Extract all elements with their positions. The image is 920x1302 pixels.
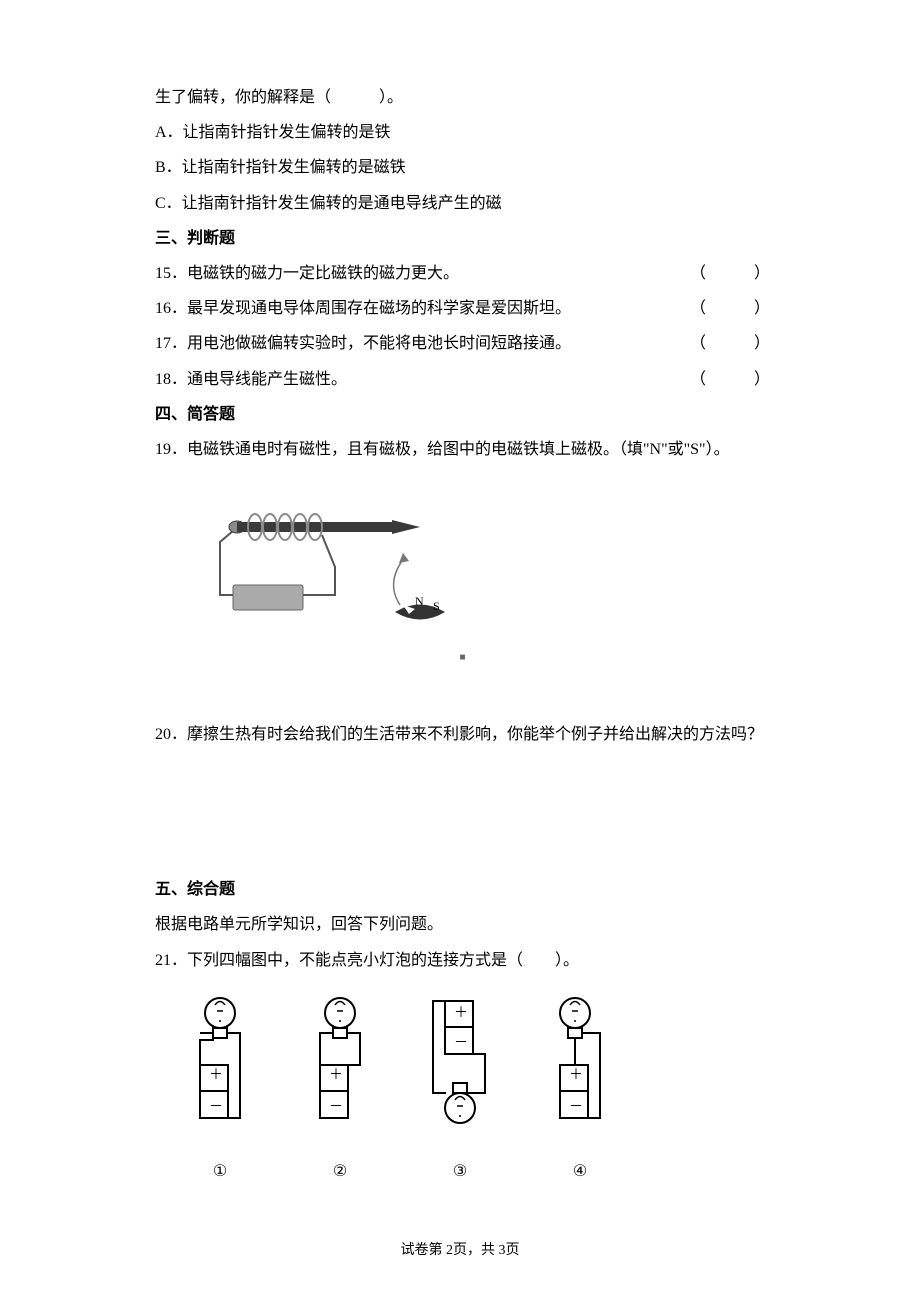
page-footer: 试卷第 2页，共 3页 bbox=[0, 1236, 920, 1267]
q14-option-a: A．让指南针指针发生偏转的是铁 bbox=[155, 115, 770, 150]
q21-label-2: ② bbox=[295, 1154, 385, 1189]
svg-text:＋: ＋ bbox=[329, 1068, 343, 1083]
q17-line: 17．用电池做磁偏转实验时，不能将电池长时间短路接通。 （ ） bbox=[155, 326, 770, 361]
q15-text: 15．电磁铁的磁力一定比磁铁的磁力更大。 bbox=[155, 256, 690, 291]
section-5-heading: 五、综合题 bbox=[155, 872, 770, 907]
q19-text: 19．电磁铁通电时有磁性，且有磁极，给图中的电磁铁填上磁极。（填"N"或"S"）… bbox=[155, 432, 770, 467]
q21-circuit-4: ＋ － bbox=[535, 993, 625, 1146]
q18-paren: （ ） bbox=[690, 362, 770, 397]
circuit-intro: 根据电路单元所学知识，回答下列问题。 bbox=[155, 907, 770, 942]
q21-label-1: ① bbox=[175, 1154, 265, 1189]
q21-circuit-row: ＋ － ＋ － ＋ － bbox=[175, 993, 770, 1146]
svg-text:－: － bbox=[329, 1100, 343, 1115]
q17-text: 17．用电池做磁偏转实验时，不能将电池长时间短路接通。 bbox=[155, 326, 690, 361]
q18-line: 18．通电导线能产生磁性。 （ ） bbox=[155, 362, 770, 397]
q16-paren: （ ） bbox=[690, 291, 770, 326]
q15-paren: （ ） bbox=[690, 256, 770, 291]
q19-diagram: N S bbox=[185, 487, 465, 637]
q21-label-3: ③ bbox=[415, 1154, 505, 1189]
q21-label-row: ① ② ③ ④ bbox=[175, 1154, 770, 1189]
q21-circuit-2: ＋ － bbox=[295, 993, 385, 1146]
q16-text: 16．最早发现通电导体周围存在磁场的科学家是爱因斯坦。 bbox=[155, 291, 690, 326]
svg-text:＋: ＋ bbox=[209, 1068, 223, 1083]
q18-text: 18．通电导线能产生磁性。 bbox=[155, 362, 690, 397]
q17-paren: （ ） bbox=[690, 326, 770, 361]
q21-text: 21．下列四幅图中，不能点亮小灯泡的连接方式是（ ）。 bbox=[155, 943, 770, 978]
q14-option-c: C．让指南针指针发生偏转的是通电导线产生的磁 bbox=[155, 186, 770, 221]
page-mark: ■ bbox=[155, 647, 770, 669]
svg-text:－: － bbox=[454, 1036, 468, 1051]
q14-option-b: B．让指南针指针发生偏转的是磁铁 bbox=[155, 150, 770, 185]
compass-n-label: N bbox=[415, 594, 424, 608]
q21-circuit-3: ＋ － bbox=[415, 993, 505, 1146]
q20-text: 20．摩擦生热有时会给我们的生活带来不利影响，你能举个例子并给出解决的方法吗？ bbox=[155, 717, 770, 752]
q16-line: 16．最早发现通电导体周围存在磁场的科学家是爱因斯坦。 （ ） bbox=[155, 291, 770, 326]
q21-circuit-1: ＋ － bbox=[175, 993, 265, 1146]
svg-text:－: － bbox=[569, 1100, 583, 1115]
svg-text:＋: ＋ bbox=[454, 1006, 468, 1021]
section-3-heading: 三、判断题 bbox=[155, 221, 770, 256]
compass-s-label: S bbox=[433, 599, 440, 613]
q14-stem: 生了偏转，你的解释是（ ）。 bbox=[155, 80, 770, 115]
section-4-heading: 四、简答题 bbox=[155, 397, 770, 432]
q21-label-4: ④ bbox=[535, 1154, 625, 1189]
svg-text:－: － bbox=[209, 1100, 223, 1115]
svg-text:＋: ＋ bbox=[569, 1068, 583, 1083]
q15-line: 15．电磁铁的磁力一定比磁铁的磁力更大。 （ ） bbox=[155, 256, 770, 291]
